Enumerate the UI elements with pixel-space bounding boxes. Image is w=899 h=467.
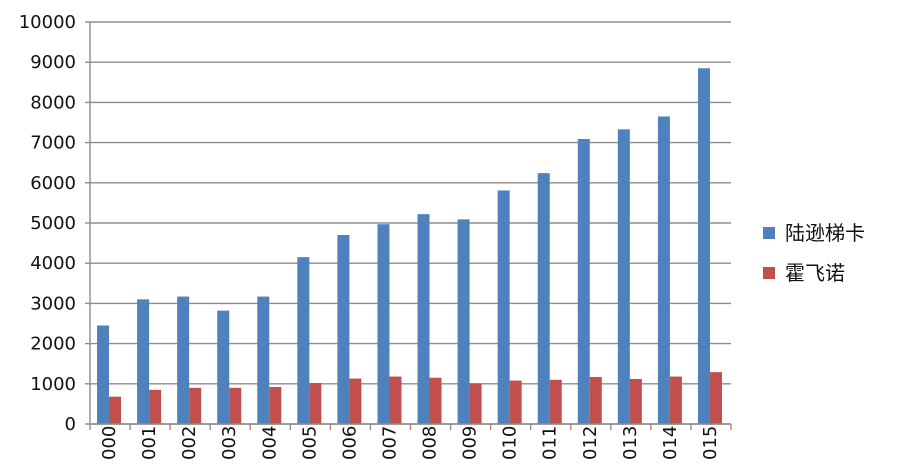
bar-陆逊梯卡-2010 bbox=[497, 190, 510, 424]
bar-陆逊梯卡-2002 bbox=[177, 296, 190, 424]
x-tick-label-2010: 010 bbox=[500, 426, 521, 460]
y-tick-label-10000: 10000 bbox=[19, 12, 76, 33]
bar-霍飞诺-2009 bbox=[469, 383, 482, 424]
bar-霍飞诺-2012 bbox=[589, 376, 602, 424]
bar-霍飞诺-2002 bbox=[189, 387, 202, 424]
legend-swatch-0 bbox=[763, 227, 775, 239]
bar-陆逊梯卡-2006 bbox=[337, 235, 350, 424]
tick-labels: 0100020003000400050006000700080009000100… bbox=[19, 12, 721, 460]
bar-霍飞诺-2004 bbox=[269, 387, 282, 424]
x-tick-label-2015: 015 bbox=[700, 426, 721, 460]
x-tick-label-2006: 006 bbox=[339, 426, 360, 460]
bar-霍飞诺-2013 bbox=[629, 378, 642, 424]
x-tick-label-2014: 014 bbox=[660, 426, 681, 460]
y-tick-label-7000: 7000 bbox=[30, 133, 76, 154]
x-tick-label-2001: 001 bbox=[139, 426, 160, 460]
x-tick-label-2011: 011 bbox=[540, 426, 561, 460]
bar-陆逊梯卡-2008 bbox=[417, 214, 430, 424]
x-tick-label-2008: 008 bbox=[420, 426, 441, 460]
bar-霍飞诺-2001 bbox=[149, 389, 162, 424]
y-tick-label-9000: 9000 bbox=[30, 52, 76, 73]
axes bbox=[85, 21, 732, 430]
bar-陆逊梯卡-2012 bbox=[577, 138, 590, 424]
bar-霍飞诺-2008 bbox=[429, 377, 442, 424]
bar-霍飞诺-2000 bbox=[109, 396, 122, 424]
bars bbox=[97, 68, 722, 425]
bar-陆逊梯卡-2009 bbox=[457, 219, 470, 424]
y-tick-label-4000: 4000 bbox=[30, 253, 76, 274]
bar-陆逊梯卡-2004 bbox=[257, 296, 270, 424]
bar-陆逊梯卡-2000 bbox=[97, 325, 110, 424]
bar-霍飞诺-2007 bbox=[389, 376, 402, 424]
bar-霍飞诺-2003 bbox=[229, 387, 242, 424]
bar-陆逊梯卡-2003 bbox=[217, 310, 230, 424]
bar-陆逊梯卡-2013 bbox=[617, 129, 630, 425]
grid-lines bbox=[90, 21, 731, 425]
bar-霍飞诺-2010 bbox=[509, 380, 522, 424]
y-tick-label-3000: 3000 bbox=[30, 293, 76, 314]
legend-label-1: 霍飞诺 bbox=[785, 261, 845, 285]
bar-霍飞诺-2014 bbox=[669, 376, 682, 424]
x-tick-label-2005: 005 bbox=[299, 426, 320, 460]
bar-陆逊梯卡-2007 bbox=[377, 224, 390, 424]
bar-陆逊梯卡-2015 bbox=[697, 68, 710, 424]
y-tick-label-6000: 6000 bbox=[30, 173, 76, 194]
bar-陆逊梯卡-2005 bbox=[297, 257, 310, 424]
bar-霍飞诺-2015 bbox=[709, 372, 722, 424]
legend-swatch-1 bbox=[763, 267, 775, 279]
x-tick-label-2000: 000 bbox=[99, 426, 120, 460]
y-tick-label-0: 0 bbox=[65, 414, 76, 435]
x-tick-label-2009: 009 bbox=[460, 426, 481, 460]
bar-霍飞诺-2005 bbox=[309, 382, 322, 424]
x-tick-label-2007: 007 bbox=[379, 426, 400, 460]
x-tick-label-2002: 002 bbox=[179, 426, 200, 460]
x-tick-label-2004: 004 bbox=[259, 426, 280, 460]
y-tick-label-1000: 1000 bbox=[30, 374, 76, 395]
bar-陆逊梯卡-2011 bbox=[537, 173, 550, 424]
y-tick-label-8000: 8000 bbox=[30, 92, 76, 113]
bar-霍飞诺-2011 bbox=[549, 379, 562, 424]
bar-霍飞诺-2006 bbox=[349, 378, 362, 424]
bar-陆逊梯卡-2014 bbox=[657, 116, 670, 424]
y-tick-label-2000: 2000 bbox=[30, 334, 76, 355]
x-tick-label-2012: 012 bbox=[580, 426, 601, 460]
y-tick-label-5000: 5000 bbox=[30, 213, 76, 234]
bar-陆逊梯卡-2001 bbox=[137, 299, 150, 424]
x-tick-label-2013: 013 bbox=[620, 426, 641, 460]
x-tick-label-2003: 003 bbox=[219, 426, 240, 460]
legend-label-0: 陆逊梯卡 bbox=[785, 221, 865, 245]
